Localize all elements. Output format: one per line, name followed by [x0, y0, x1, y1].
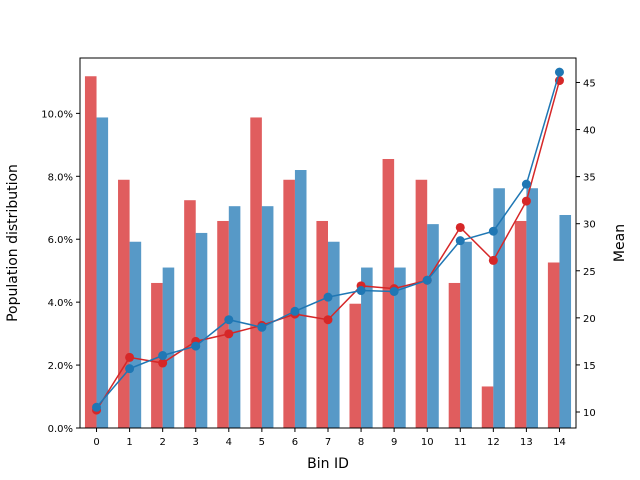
- line-series-1-point-bin-12: [488, 255, 498, 265]
- x-tick-label: 5: [259, 437, 265, 448]
- y-right-tick-label: 30: [583, 220, 596, 231]
- x-tick-label: 3: [193, 437, 199, 448]
- y-left-tick-label: 0.0%: [48, 424, 73, 435]
- line-series-2-point-bin-12: [488, 226, 498, 236]
- line-series-1-point-bin-7: [323, 315, 333, 325]
- bar-series-1-bin-14: [547, 262, 560, 428]
- bar-series-1-bin-8: [349, 303, 362, 428]
- x-axis: 0 1 2 3 4 5 6 7 8 9 10 11 12 13 14: [93, 428, 566, 448]
- bar-series-2-bin-4: [228, 206, 241, 428]
- x-tick-label: 8: [358, 437, 364, 448]
- bar-series-1-bin-5: [250, 117, 262, 428]
- line-series-2-point-bin-11: [455, 236, 465, 246]
- bar-series-2-bin-13: [526, 188, 538, 428]
- y-right-tick-label: 10: [583, 408, 596, 419]
- x-tick-label: 4: [226, 437, 232, 448]
- bar-series-2-bin-7: [328, 241, 340, 428]
- x-tick-label: 0: [93, 437, 99, 448]
- bar-series-2-bin-3: [195, 232, 208, 428]
- bar-series-2-bin-2: [162, 267, 175, 428]
- y-left-tick-label: 4.0%: [48, 298, 73, 309]
- bar-series-2-bin-14: [559, 214, 572, 428]
- line-series-1-point-bin-1: [125, 352, 135, 362]
- line-series-1-point-bin-2: [158, 358, 168, 368]
- x-tick-label: 9: [391, 437, 397, 448]
- bar-series-2-bin-9: [394, 267, 406, 428]
- bar-series-1-bin-13: [514, 220, 527, 428]
- bar-series-1-bin-10: [415, 179, 428, 428]
- y-right-tick-label: 45: [583, 78, 596, 89]
- line-series-2-point-bin-5: [257, 322, 267, 332]
- line-series-2-point-bin-8: [356, 286, 366, 296]
- x-tick-label: 14: [553, 437, 566, 448]
- y-axis-left-title: Population distribution: [5, 164, 21, 322]
- x-tick-label: 12: [487, 437, 500, 448]
- x-tick-label: 6: [292, 437, 298, 448]
- y-axis-right: 10 15 20 25 30 35 40 45: [576, 78, 596, 419]
- bar-series-1-bin-2: [151, 282, 163, 428]
- y-right-tick-label: 15: [583, 361, 596, 372]
- bar-series-1-bin-1: [118, 179, 130, 428]
- line-series-2-point-bin-10: [422, 275, 432, 285]
- bar-series-1-bin-3: [184, 200, 196, 428]
- y-axis-right-title: Mean: [612, 224, 628, 262]
- line-series-1-point-bin-13: [521, 196, 531, 206]
- line-series-2-point-bin-6: [290, 306, 300, 316]
- bar-series-1-bin-9: [382, 158, 395, 428]
- y-left-tick-label: 10.0%: [41, 109, 73, 120]
- bar-series-1-bin-0: [84, 76, 97, 429]
- bar-series-1-bin-11: [448, 282, 461, 428]
- x-tick-label: 10: [421, 437, 434, 448]
- y-left-tick-label: 8.0%: [48, 172, 73, 183]
- line-series-2-point-bin-3: [191, 341, 201, 351]
- bar-series-2-bin-0: [96, 117, 109, 428]
- bar-series-1-bin-12: [481, 386, 494, 428]
- bar-series-2-bin-8: [361, 267, 373, 428]
- y-left-tick-label: 6.0%: [48, 235, 73, 246]
- line-series-2-point-bin-4: [224, 315, 234, 325]
- x-tick-label: 7: [325, 437, 331, 448]
- bars-layer: [84, 76, 572, 429]
- line-series-2-point-bin-9: [389, 286, 399, 296]
- y-right-tick-label: 25: [583, 267, 596, 278]
- bar-series-1-bin-7: [316, 220, 328, 428]
- line-series-2-point-bin-0: [92, 402, 102, 412]
- bar-series-2-bin-10: [427, 224, 439, 428]
- x-tick-label: 2: [159, 437, 165, 448]
- line-series-2-point-bin-1: [125, 364, 135, 374]
- bar-series-2-bin-5: [261, 206, 274, 428]
- x-axis-title: Bin ID: [307, 456, 349, 472]
- bar-series-2-bin-11: [460, 241, 472, 428]
- line-series-2-point-bin-2: [158, 351, 168, 361]
- x-tick-label: 13: [520, 437, 533, 448]
- y-right-tick-label: 40: [583, 126, 596, 137]
- y-right-tick-label: 35: [583, 173, 596, 184]
- x-tick-label: 1: [126, 437, 132, 448]
- bar-series-2-bin-6: [294, 170, 307, 428]
- line-series-2-point-bin-13: [521, 179, 531, 189]
- bar-series-1-bin-6: [283, 179, 295, 428]
- line-series-1-point-bin-4: [224, 329, 234, 339]
- y-right-tick-label: 20: [583, 314, 596, 325]
- line-series-1-point-bin-11: [455, 222, 465, 232]
- lines-layer: [92, 67, 564, 415]
- y-axis-left: 0.0% 2.0% 4.0% 6.0% 8.0% 10.0%: [41, 109, 80, 435]
- line-series-2-point-bin-7: [323, 292, 333, 302]
- bar-series-2-bin-1: [129, 241, 142, 428]
- x-tick-label: 11: [454, 437, 467, 448]
- y-left-tick-label: 2.0%: [48, 361, 73, 372]
- line-series-2-point-bin-14: [554, 67, 564, 77]
- bar-series-2-bin-12: [493, 188, 505, 428]
